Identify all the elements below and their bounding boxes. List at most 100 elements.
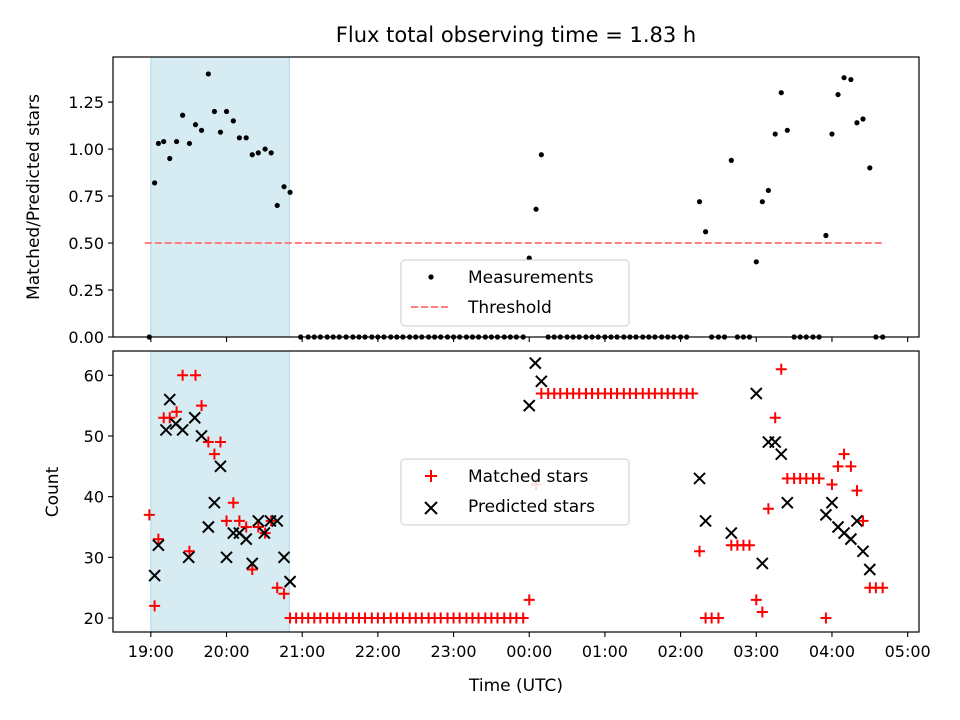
- y-tick-label: 0.75: [68, 187, 104, 206]
- observing-time-band: [150, 350, 290, 633]
- matched-star-point: [517, 612, 529, 624]
- matched-star-point: [208, 448, 220, 460]
- legend-predicted-label: Predicted stars: [468, 497, 595, 517]
- measurement-point: [823, 232, 829, 239]
- predicted-star-point: [195, 429, 208, 443]
- measurement-point: [268, 150, 274, 156]
- predicted-star-point: [756, 557, 769, 570]
- predicted-star-point: [529, 356, 542, 370]
- matched-star-point: [164, 412, 176, 424]
- measurement-point: [173, 138, 180, 145]
- measurement-point: [753, 259, 759, 265]
- predicted-star-point: [750, 387, 763, 400]
- measurement-point: [243, 135, 249, 141]
- matched-star-point: [271, 582, 283, 594]
- matched-star-point: [838, 448, 850, 460]
- measurement-point: [255, 150, 261, 156]
- measurement-point: [860, 116, 866, 122]
- top-x-ticks: [150, 337, 909, 342]
- x-tick-label: 05:00: [885, 642, 931, 661]
- measurement-point: [161, 138, 167, 145]
- top-legend-box: [400, 259, 630, 327]
- top-plot-frame: [112, 56, 920, 338]
- matched-star-point: [189, 369, 201, 381]
- y-tick-label: 20: [84, 609, 104, 628]
- bottom-legend: Matched stars Predicted stars: [400, 458, 630, 526]
- predicted-star-point: [693, 472, 706, 485]
- matched-star-point: [221, 515, 233, 527]
- predicted-star-point: [768, 435, 782, 449]
- matched-star-point: [183, 545, 195, 557]
- predicted-star-point: [523, 399, 536, 412]
- chart-title: Flux total observing time = 1.83 h: [336, 23, 696, 47]
- matched-star-point: [143, 509, 155, 521]
- predicted-star-point: [856, 545, 870, 558]
- top-panel: 0.00 0.25 0.50 0.75 1.00 1.25 Matched/Predict…: [24, 56, 920, 347]
- measurement-point: [759, 199, 765, 205]
- x-tick-label: 22:00: [355, 642, 401, 661]
- measurement-point: [841, 75, 847, 81]
- predicted-star-point: [258, 526, 271, 540]
- observing-time-band-bottom: [150, 350, 290, 633]
- matched-star-point: [233, 515, 245, 527]
- observing-time-band: [150, 56, 290, 338]
- matched-star-point: [149, 600, 161, 612]
- matched-stars-points: [143, 363, 889, 624]
- y-tick-label: 50: [84, 427, 104, 446]
- measurement-point: [186, 140, 193, 147]
- matched-star-point: [832, 460, 844, 472]
- measurement-point: [155, 140, 162, 147]
- legend-measurements-marker: [428, 274, 434, 280]
- predicted-star-point: [152, 539, 165, 552]
- predicted-star-point: [781, 496, 794, 509]
- predicted-star-point: [163, 393, 176, 406]
- measurement-point: [180, 112, 186, 118]
- predicted-star-point: [159, 423, 173, 437]
- measurement-point: [211, 108, 218, 115]
- measurement-point: [281, 184, 287, 190]
- matched-star-point: [769, 412, 781, 424]
- matched-star-point: [877, 582, 889, 594]
- bottom-legend-box: [400, 458, 630, 526]
- matched-star-point: [826, 479, 838, 491]
- matched-star-point: [851, 485, 863, 497]
- predicted-star-point: [239, 532, 253, 546]
- matched-star-point: [246, 563, 258, 575]
- measurement-points: [146, 71, 886, 340]
- measurement-point: [848, 76, 854, 83]
- bottom-plot-frame: [112, 350, 920, 633]
- measurement-point: [198, 127, 205, 133]
- observing-time-band-top: [150, 56, 290, 338]
- y-tick-label: 1.00: [68, 140, 104, 159]
- measurement-point: [784, 127, 790, 133]
- measurement-point: [533, 206, 539, 212]
- measurement-point: [728, 157, 734, 163]
- predicted-star-point: [844, 532, 858, 546]
- matched-star-point: [171, 406, 183, 418]
- measurement-point: [526, 255, 532, 261]
- matched-star-point: [712, 612, 724, 624]
- matched-star-point: [813, 472, 825, 484]
- matched-star-point: [523, 594, 535, 606]
- predicted-star-point: [252, 514, 265, 528]
- measurement-point: [854, 120, 860, 126]
- matched-star-point: [743, 539, 755, 551]
- x-tick-label: 19:00: [128, 642, 174, 661]
- matched-star-point: [762, 503, 774, 515]
- legend-matched-marker: [425, 470, 437, 482]
- measurement-point: [152, 180, 158, 186]
- predicted-star-point: [188, 411, 201, 424]
- x-tick-label: 03:00: [733, 642, 779, 661]
- x-tick-label: 00:00: [506, 642, 552, 661]
- predicted-star-point: [246, 557, 259, 570]
- predicted-star-point: [277, 551, 291, 564]
- predicted-star-point: [182, 551, 195, 564]
- x-tick-label: 21:00: [279, 642, 325, 661]
- x-tick-label: 02:00: [658, 642, 704, 661]
- measurement-point: [230, 118, 236, 124]
- legend-predicted-marker: [424, 501, 438, 515]
- x-tick-label: 04:00: [809, 642, 855, 661]
- measurement-point: [696, 199, 703, 205]
- measurement-point: [192, 122, 199, 128]
